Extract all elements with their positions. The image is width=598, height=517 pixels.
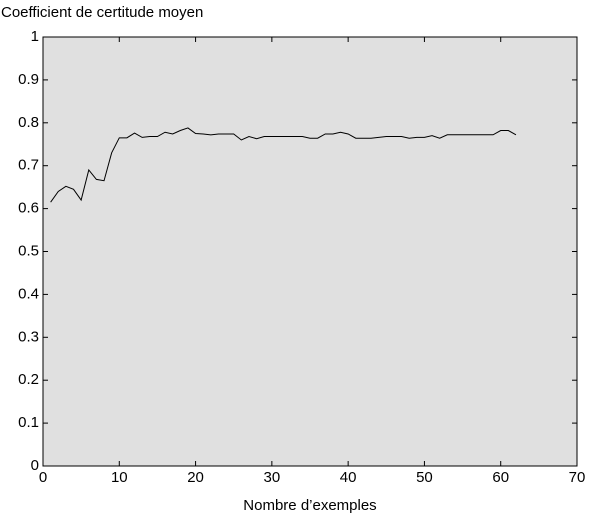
x-tick-label: 30 [264,469,281,486]
x-tick-label: 40 [340,469,357,486]
x-tick-label: 20 [187,469,204,486]
y-tick-label: 0.4 [18,285,39,302]
y-tick-label: 0.6 [18,200,39,217]
x-tick-label: 0 [39,469,47,486]
y-tick-label: 0.2 [18,371,39,388]
chart-title: Coefficient de certitude moyen [1,4,203,21]
x-tick-label: 60 [492,469,509,486]
x-tick-label: 50 [416,469,433,486]
y-tick-label: 0.3 [18,328,39,345]
y-tick-label: 0.7 [18,157,39,174]
x-tick-label: 10 [111,469,128,486]
y-tick-label: 0 [31,457,39,474]
y-tick-label: 0.8 [18,114,39,131]
x-axis-label: Nombre d’exemples [243,497,376,514]
plot-area [42,36,578,467]
y-tick-label: 1 [31,28,39,45]
y-tick-label: 0.9 [18,71,39,88]
y-tick-label: 0.1 [18,414,39,431]
data-line [50,127,517,203]
x-tick-label: 70 [569,469,586,486]
y-tick-label: 0.5 [18,242,39,259]
